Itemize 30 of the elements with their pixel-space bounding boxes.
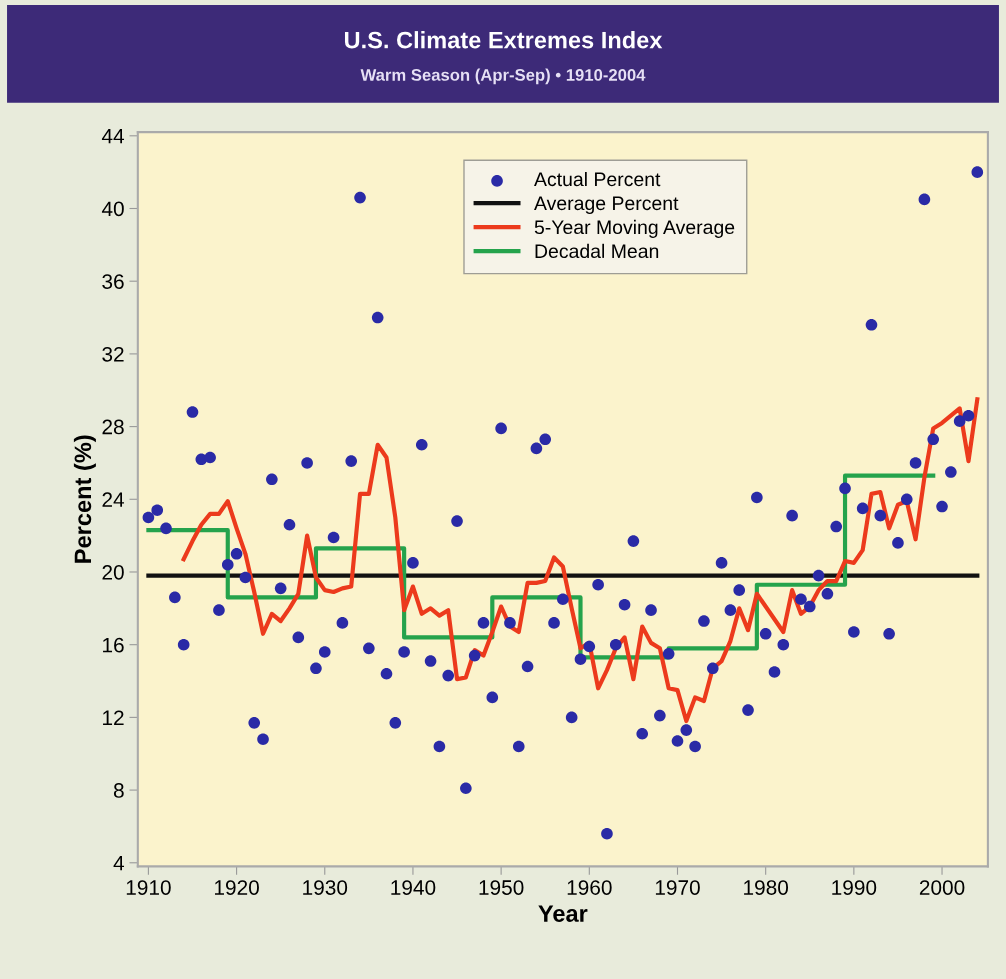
y-tick-label: 40 (101, 201, 124, 217)
y-tick-label: 20 (102, 564, 124, 580)
y-tick-label: 32 (102, 346, 124, 362)
y-tick-label: 4 (113, 856, 125, 871)
y-tick-label: 44 (101, 129, 125, 144)
y-tick-label: 28 (102, 419, 124, 435)
x-tick-label: 1950 (479, 880, 524, 895)
x-tick-label: 1930 (303, 880, 348, 895)
y-axis-title: Percent (%) (73, 435, 96, 563)
x-tick-label: 1920 (215, 880, 259, 895)
y-tick-label: 24 (102, 492, 125, 507)
x-tick-label: 2000 (919, 880, 965, 895)
x-tick-label: 1910 (126, 880, 171, 895)
legend-label: 5-Year Moving Average (534, 219, 735, 238)
x-tick-label: 1960 (567, 880, 612, 895)
legend-label: Actual Percent (534, 171, 661, 187)
y-tick-label: 36 (102, 274, 124, 289)
legend-label: Average Percent (534, 196, 679, 214)
x-tick-label: 1980 (744, 880, 789, 895)
x-tick-label: 1970 (655, 880, 700, 895)
legend-label: Decadal Mean (535, 243, 659, 259)
y-tick-label: 8 (113, 783, 124, 798)
chart-title: U.S. Climate Extremes Index (344, 31, 663, 49)
y-tick-label: 12 (103, 710, 124, 725)
chart-subtitle: Warm Season (Apr-Sep) • 1910-2004 (360, 68, 646, 85)
y-tick-label: 16 (103, 637, 124, 653)
x-tick-label: 1990 (832, 880, 877, 895)
x-axis-title: Year (538, 905, 588, 922)
line-series (181, 397, 980, 724)
x-tick-label: 1940 (391, 880, 436, 895)
